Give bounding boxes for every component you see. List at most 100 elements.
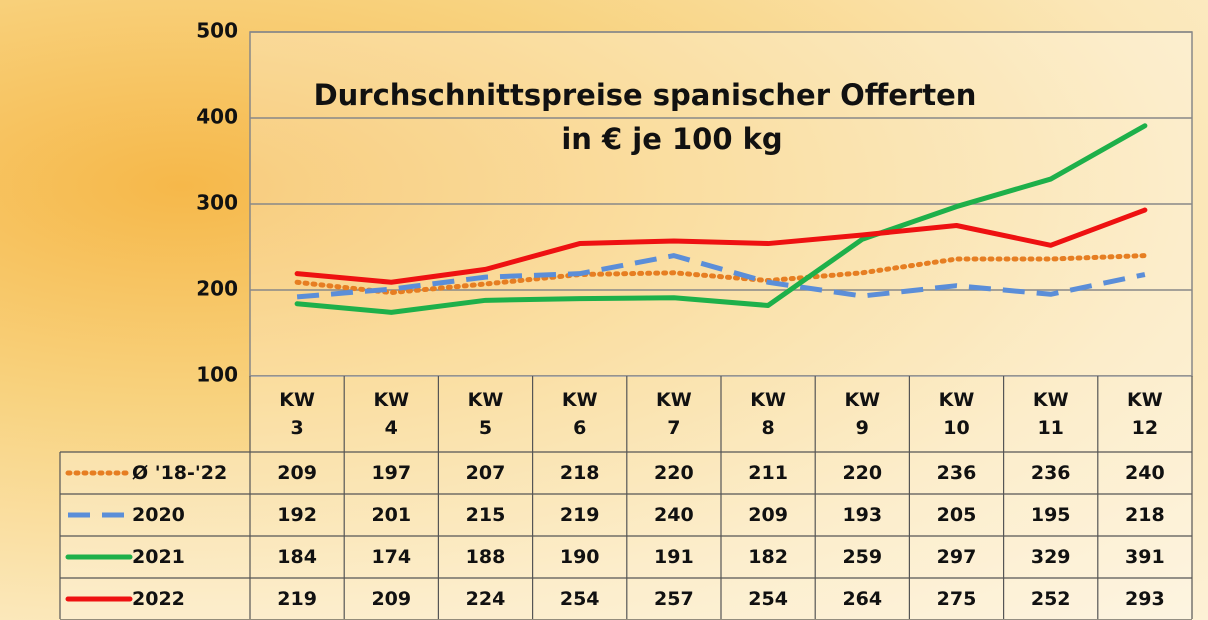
table-value-text: 193 — [842, 504, 883, 526]
table-value-text: 182 — [748, 546, 788, 568]
table-value-text: 215 — [465, 504, 506, 526]
table-value: 236 — [909, 452, 1003, 494]
table-value: 254 — [533, 578, 627, 620]
x-tick-label: KW 9 — [815, 376, 909, 452]
table-value: 193 — [815, 494, 909, 536]
x-tick-label: KW 12 — [1098, 376, 1192, 452]
table-value-text: 219 — [277, 588, 317, 610]
series-line — [294, 207, 1148, 285]
table-value: 188 — [438, 536, 532, 578]
table-value-text: 240 — [654, 504, 694, 526]
table-value-text: 275 — [936, 588, 977, 610]
x-tick-label: KW 4 — [344, 376, 438, 452]
x-tick-label: KW 6 — [533, 376, 627, 452]
table-value-text: 236 — [1030, 462, 1071, 484]
table-value: 254 — [721, 578, 815, 620]
x-tick-label-text: KW 7 — [656, 389, 692, 439]
table-value-text: 240 — [1125, 462, 1165, 484]
table-value-text: 205 — [936, 504, 977, 526]
table-value: 218 — [533, 452, 627, 494]
table-value-text: 236 — [936, 462, 977, 484]
table-value-text: 254 — [559, 588, 600, 610]
x-tick-label-text: KW 9 — [844, 389, 881, 439]
y-tick-label: 100 — [196, 363, 238, 387]
table-value: 209 — [250, 452, 344, 494]
x-tick-label: KW 10 — [909, 376, 1003, 452]
table-value-text: 188 — [465, 546, 506, 568]
legend-label-text: Ø '18-'22 — [132, 462, 228, 484]
table-value: 297 — [909, 536, 1003, 578]
legend-label: 2021 — [132, 536, 246, 578]
table-value-text: 257 — [654, 588, 694, 610]
table-value-text: 195 — [1030, 504, 1071, 526]
table-value: 264 — [815, 578, 909, 620]
table-value: 190 — [533, 536, 627, 578]
legend-label: 2020 — [132, 494, 246, 536]
table-value: 195 — [1004, 494, 1098, 536]
table-value-text: 220 — [842, 462, 883, 484]
table-value-text: 207 — [465, 462, 506, 484]
table-value-text: 391 — [1125, 546, 1165, 568]
table-value: 275 — [909, 578, 1003, 620]
table-value: 259 — [815, 536, 909, 578]
table-value: 209 — [344, 578, 438, 620]
table-value-text: 329 — [1030, 546, 1071, 568]
table-value: 207 — [438, 452, 532, 494]
y-tick-label: 500 — [196, 19, 238, 43]
table-value-text: 220 — [654, 462, 694, 484]
chart-subtitle: in € je 100 kg — [561, 122, 782, 156]
legend-label-text: 2021 — [132, 546, 185, 568]
table-value: 219 — [533, 494, 627, 536]
table-value: 252 — [1004, 578, 1098, 620]
x-tick-label: KW 11 — [1004, 376, 1098, 452]
table-value-text: 264 — [842, 588, 883, 610]
table-value-text: 211 — [748, 462, 788, 484]
x-tick-label-text: KW 3 — [279, 389, 315, 439]
table-value: 209 — [721, 494, 815, 536]
table-value-text: 252 — [1030, 588, 1071, 610]
y-tick-label: 300 — [196, 191, 238, 215]
table-value: 236 — [1004, 452, 1098, 494]
table-value-text: 254 — [748, 588, 788, 610]
chart-title: Durchschnittspreise spanischer Offerten — [314, 78, 977, 112]
legend-label: 2022 — [132, 578, 246, 620]
table-value-text: 224 — [465, 588, 506, 610]
x-tick-label-text: KW 10 — [938, 389, 975, 439]
table-value-text: 209 — [277, 462, 317, 484]
series-line — [294, 253, 1148, 296]
table-value: 257 — [627, 578, 721, 620]
table-value: 218 — [1098, 494, 1192, 536]
x-tick-label-text: KW 8 — [750, 389, 786, 439]
x-tick-label-text: KW 5 — [467, 389, 504, 439]
table-value: 224 — [438, 578, 532, 620]
table-value-text: 191 — [654, 546, 694, 568]
table-value-text: 218 — [1125, 504, 1165, 526]
table-value: 220 — [627, 452, 721, 494]
table-value: 215 — [438, 494, 532, 536]
table-value: 182 — [721, 536, 815, 578]
series-line — [294, 123, 1148, 315]
table-value-text: 174 — [371, 546, 412, 568]
table-value-text: 219 — [559, 504, 600, 526]
table-value: 205 — [909, 494, 1003, 536]
table-value-text: 293 — [1125, 588, 1165, 610]
table-value: 211 — [721, 452, 815, 494]
table-value-text: 218 — [559, 462, 600, 484]
table-value-text: 192 — [277, 504, 317, 526]
table-value-text: 209 — [748, 504, 788, 526]
table-value: 197 — [344, 452, 438, 494]
table-value-text: 297 — [936, 546, 977, 568]
x-tick-label-text: KW 4 — [373, 389, 410, 439]
table-value: 391 — [1098, 536, 1192, 578]
table-value-text: 259 — [842, 546, 883, 568]
x-tick-label-text: KW 6 — [561, 389, 598, 439]
x-tick-label-text: KW 12 — [1127, 389, 1163, 439]
legend-label: Ø '18-'22 — [132, 452, 246, 494]
legend-label-text: 2022 — [132, 588, 185, 610]
x-tick-label: KW 7 — [627, 376, 721, 452]
table-value: 240 — [1098, 452, 1192, 494]
x-tick-label-text: KW 11 — [1032, 389, 1069, 439]
table-value-text: 197 — [371, 462, 412, 484]
